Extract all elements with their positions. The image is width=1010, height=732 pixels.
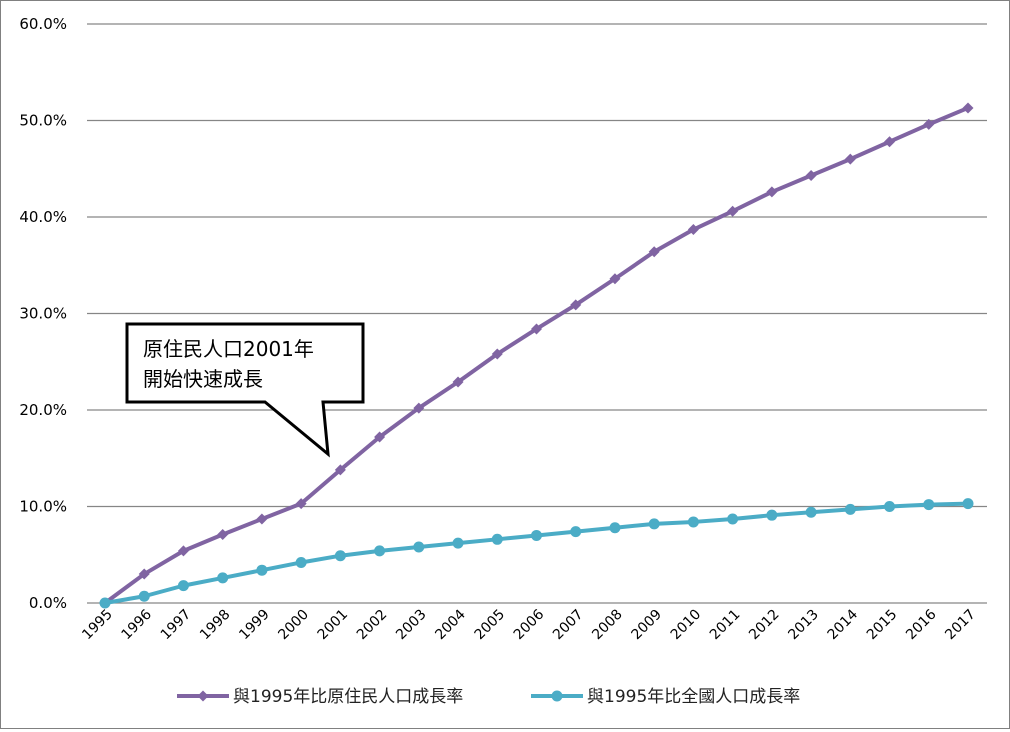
legend-label: 與1995年比全國人口成長率 <box>587 687 800 707</box>
x-tick-label: 2007 <box>550 607 587 644</box>
data-point <box>727 513 739 525</box>
data-point <box>452 537 464 549</box>
y-tick-label: 0.0% <box>29 594 67 612</box>
data-point <box>491 348 503 360</box>
data-point <box>727 205 739 217</box>
data-point <box>766 186 778 198</box>
data-point <box>648 246 660 258</box>
x-tick-label: 2013 <box>785 607 822 644</box>
data-point <box>374 545 386 557</box>
data-point <box>609 273 621 285</box>
data-point <box>256 513 268 525</box>
data-point <box>374 431 386 443</box>
x-tick-label: 1995 <box>79 607 116 644</box>
data-point <box>334 550 346 562</box>
data-point <box>295 556 307 568</box>
data-point <box>805 506 817 518</box>
x-tick-label: 2002 <box>354 607 391 644</box>
series-lines <box>99 102 974 609</box>
data-point <box>923 499 935 511</box>
data-point <box>256 564 268 576</box>
data-point <box>609 522 621 534</box>
y-tick-label: 40.0% <box>19 208 67 226</box>
callout-bubble <box>125 322 365 458</box>
legend-swatch-marker <box>551 690 563 702</box>
legend-label: 與1995年比原住民人口成長率 <box>233 687 463 707</box>
data-point <box>884 501 896 512</box>
data-point <box>648 518 660 530</box>
data-point <box>334 464 346 476</box>
x-tick-label: 2011 <box>707 607 744 644</box>
data-point <box>138 568 150 580</box>
x-tick-label: 2003 <box>393 607 430 644</box>
x-tick-label: 1999 <box>236 607 273 644</box>
data-point <box>531 323 542 335</box>
x-tick-label: 1996 <box>119 606 156 643</box>
legend: 與1995年比原住民人口成長率 與1995年比全國人口成長率 <box>177 687 800 707</box>
x-tick-label: 2009 <box>628 607 665 644</box>
x-tick-label: 2010 <box>668 607 705 644</box>
data-point <box>138 590 150 602</box>
data-point <box>805 170 817 182</box>
data-point <box>177 580 189 592</box>
data-point <box>844 503 856 515</box>
annotation-callout: 原住民人口2001年 開始快速成長 <box>125 322 365 458</box>
x-tick-label: 2005 <box>472 607 509 644</box>
x-tick-label: 2004 <box>432 606 469 643</box>
data-point <box>413 402 425 414</box>
y-tick-label: 50.0% <box>19 112 67 130</box>
y-tick-label: 10.0% <box>19 498 67 516</box>
data-point <box>491 533 503 545</box>
gridlines <box>87 23 987 604</box>
data-point <box>217 528 229 540</box>
x-tick-label: 2016 <box>903 606 940 643</box>
x-tick-label: 2008 <box>589 607 626 644</box>
data-point <box>295 498 307 510</box>
annotation-line-1: 原住民人口2001年 <box>143 337 314 361</box>
legend-swatch-marker <box>197 690 209 702</box>
data-point <box>99 597 111 609</box>
data-point <box>687 224 699 236</box>
y-axis-ticks: 0.0% 10.0% 20.0% 30.0% 40.0% 50.0% 60.0% <box>19 15 67 612</box>
x-tick-label: 2012 <box>746 607 783 644</box>
x-tick-label: 2000 <box>275 607 312 644</box>
data-point <box>884 136 896 148</box>
data-point <box>844 153 856 165</box>
data-point <box>962 102 974 114</box>
data-point <box>217 572 229 584</box>
y-tick-label: 30.0% <box>19 305 67 323</box>
data-point <box>413 541 425 553</box>
series-line <box>104 501 969 605</box>
data-point <box>531 529 542 541</box>
data-point <box>570 526 582 538</box>
x-axis-ticks: 1995 1996 1997 1998 1999 2000 2001 2002 2003 2004… <box>79 606 979 643</box>
x-tick-label: 2014 <box>825 606 862 643</box>
data-point <box>766 509 778 521</box>
x-tick-label: 2006 <box>511 606 548 643</box>
y-tick-label: 20.0% <box>19 401 67 419</box>
x-tick-label: 2015 <box>864 607 901 644</box>
y-tick-label: 60.0% <box>19 15 67 33</box>
data-point <box>570 299 582 311</box>
data-point <box>687 516 699 528</box>
x-tick-label: 1998 <box>197 607 234 644</box>
x-tick-label: 2001 <box>315 607 352 644</box>
x-tick-label: 2017 <box>942 607 979 644</box>
data-point <box>177 545 189 557</box>
annotation-line-2: 開始快速成長 <box>143 367 263 391</box>
data-point <box>962 498 974 510</box>
data-point <box>923 118 935 130</box>
x-tick-label: 1997 <box>158 607 195 644</box>
data-point <box>452 376 464 388</box>
